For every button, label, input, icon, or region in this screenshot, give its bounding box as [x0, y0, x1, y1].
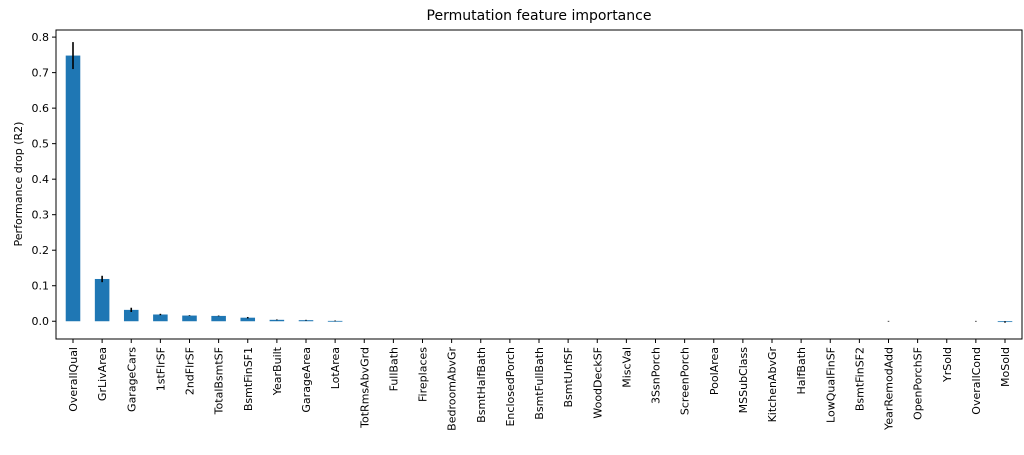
x-axis: OverallQual GrLivArea GarageCars 1stFlrSF 2n…	[67, 339, 1012, 431]
error-bars	[72, 42, 1006, 323]
x-tick-label: 3SsnPorch	[650, 347, 663, 404]
x-tick-label: LowQualFinSF	[824, 347, 837, 423]
x-tick-label: BsmtFullBath	[533, 347, 546, 420]
bar-1stflrsf	[153, 314, 168, 322]
y-axis-label: Performance drop (R2)	[12, 122, 25, 247]
x-tick-label: 2ndFlrSF	[184, 347, 197, 395]
x-tick-label: YearRemodAdd	[883, 347, 896, 431]
y-tick-label: 0.2	[32, 244, 50, 257]
bar-grlivarea	[94, 278, 110, 322]
y-tick-label: 0.5	[32, 138, 50, 151]
x-tick-label: 1stFlrSF	[154, 347, 167, 391]
x-tick-label: FullBath	[387, 347, 400, 391]
x-tick-label: WoodDeckSF	[591, 347, 604, 419]
x-tick-label: MiscVal	[620, 347, 633, 388]
x-tick-label: EnclosedPorch	[504, 347, 517, 427]
plot-area	[55, 29, 1023, 340]
bar-totalbsmtsf	[211, 315, 226, 322]
x-tick-label: OverallCond	[970, 347, 983, 415]
x-tick-label: ScreenPorch	[679, 347, 692, 415]
x-tick-label: HalfBath	[795, 347, 808, 395]
bar-overallqual	[65, 55, 81, 322]
x-tick-label: GarageCars	[125, 347, 138, 412]
bar-lotarea	[327, 320, 343, 322]
y-tick-label: 0.4	[32, 173, 50, 186]
x-tick-label: BedroomAbvGr	[446, 347, 459, 431]
y-tick-label: 0.6	[32, 102, 50, 115]
x-tick-label: YrSold	[941, 347, 954, 383]
x-tick-label: GrLivArea	[96, 347, 109, 401]
y-axis: 0.0 0.1 0.2 0.3 0.4 0.5 0.6 0.7 0.8	[32, 31, 56, 328]
bar-garagecars	[123, 309, 139, 322]
bar-yearbuilt	[269, 319, 285, 322]
x-tick-label: KitchenAbvGr	[766, 347, 779, 423]
chart-title: Permutation feature importance	[427, 8, 652, 24]
y-tick-label: 0.7	[32, 67, 50, 80]
x-tick-label: TotRmsAbvGrd	[358, 347, 371, 429]
y-tick-label: 0.0	[32, 315, 50, 328]
y-tick-label: 0.1	[32, 280, 50, 293]
x-tick-label: OpenPorchSF	[912, 347, 925, 420]
bars	[65, 55, 1013, 323]
x-tick-label: BsmtUnfSF	[562, 347, 575, 408]
x-tick-label: TotalBsmtSF	[213, 347, 226, 415]
bar-2ndflrsf	[182, 315, 197, 322]
x-tick-label: BsmtFinSF2	[853, 347, 866, 411]
x-tick-label: PoolArea	[708, 347, 721, 395]
x-tick-label: GarageArea	[300, 347, 313, 413]
x-tick-label: BsmtHalfBath	[475, 347, 488, 423]
bar-garagearea	[298, 320, 314, 322]
x-tick-label: BsmtFinSF1	[242, 347, 255, 411]
x-tick-label: Fireplaces	[417, 347, 430, 402]
y-tick-label: 0.3	[32, 209, 50, 222]
x-tick-label: LotArea	[329, 347, 342, 389]
y-tick-label: 0.8	[32, 31, 50, 44]
bar-bsmtfinsf1	[240, 317, 256, 322]
x-tick-label: MoSold	[999, 347, 1012, 387]
x-tick-label: MSSubClass	[737, 347, 750, 414]
x-tick-label: YearBuilt	[271, 346, 284, 396]
x-tick-label: OverallQual	[67, 347, 80, 412]
